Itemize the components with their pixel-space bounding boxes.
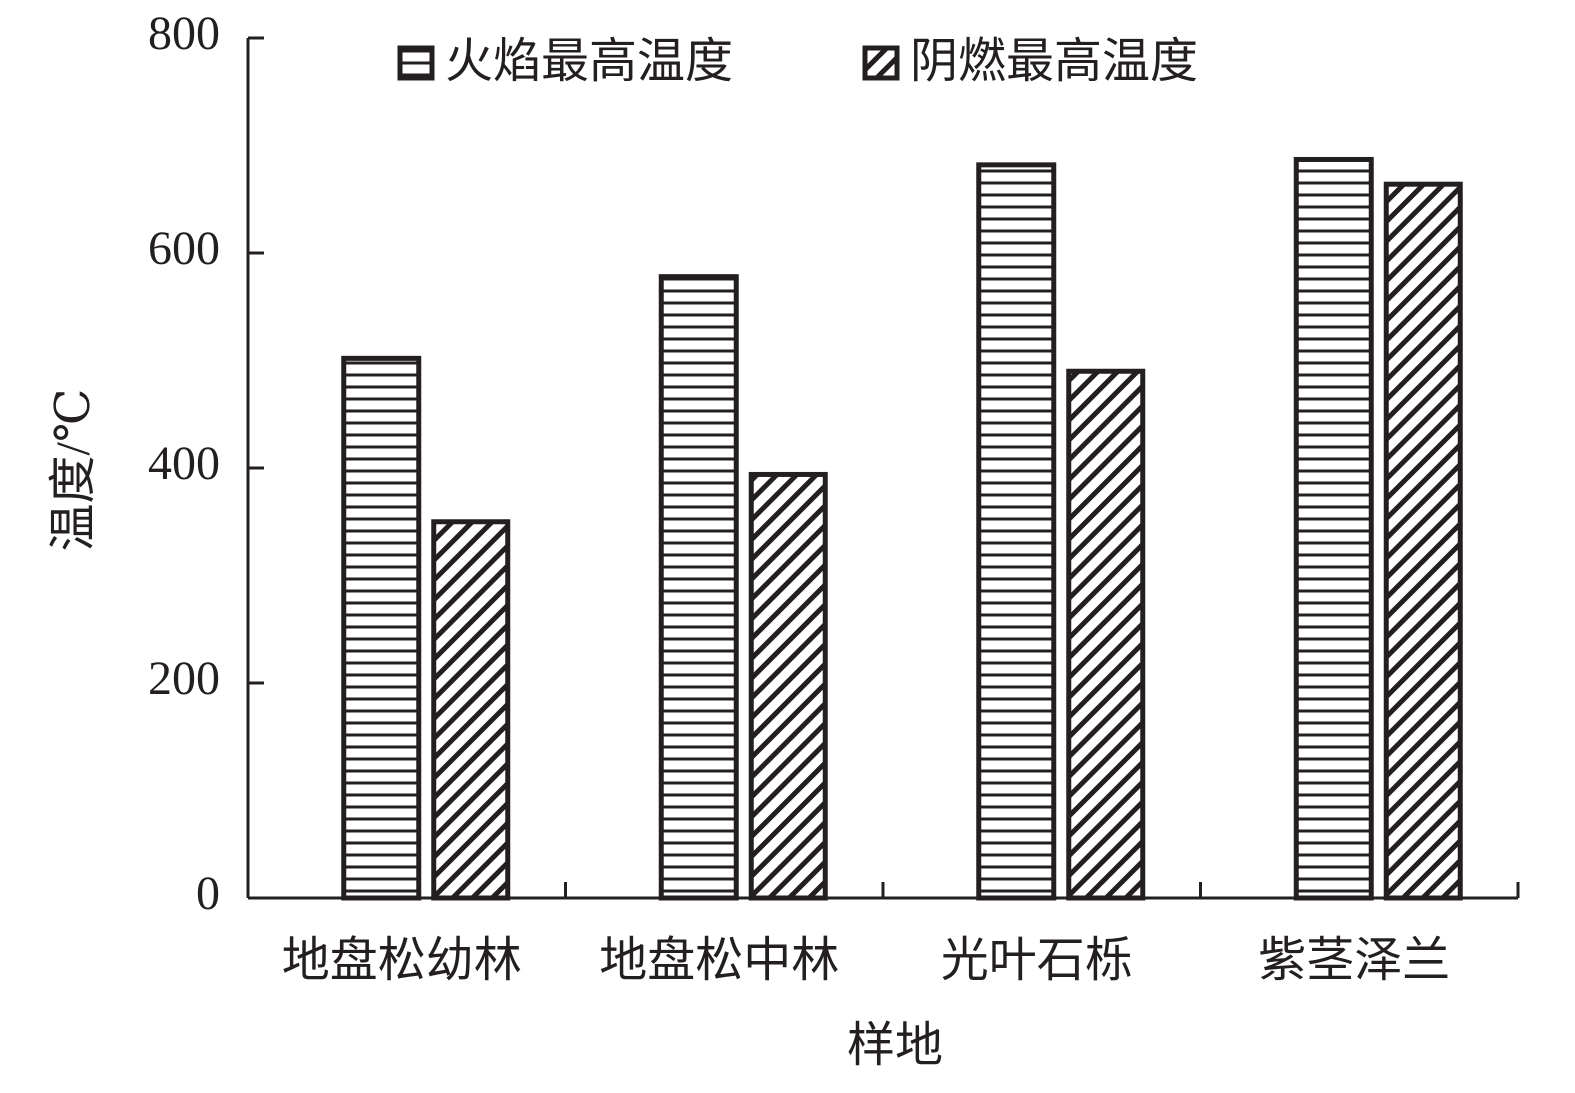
legend-label: 阴燃最高温度: [910, 35, 1198, 88]
bar: [976, 162, 1057, 901]
y-tick-label: 400: [148, 437, 220, 490]
y-tick-label: 0: [196, 867, 220, 920]
x-tick-label: 光叶石栎: [941, 934, 1133, 987]
bar: [1066, 368, 1146, 901]
y-axis-label: 温度/℃: [47, 388, 100, 551]
bar: [1383, 181, 1463, 901]
bar: [748, 471, 828, 901]
y-tick-label: 200: [148, 652, 220, 705]
y-tick-label: 800: [148, 7, 220, 60]
x-tick-label: 地盘松中林: [599, 934, 839, 987]
x-tick-label: 紫茎泽兰: [1258, 934, 1450, 987]
legend-label: 火焰最高温度: [445, 35, 733, 88]
bar: [658, 274, 739, 901]
legend-swatch: [862, 45, 900, 81]
bar: [341, 355, 422, 901]
y-tick-label: 600: [148, 222, 220, 275]
legend-swatch: [397, 45, 435, 81]
x-tick-label: 地盘松幼林: [282, 934, 522, 987]
bar: [1293, 156, 1374, 901]
bar: [431, 519, 511, 901]
x-axis-label: 样地: [847, 1019, 943, 1072]
